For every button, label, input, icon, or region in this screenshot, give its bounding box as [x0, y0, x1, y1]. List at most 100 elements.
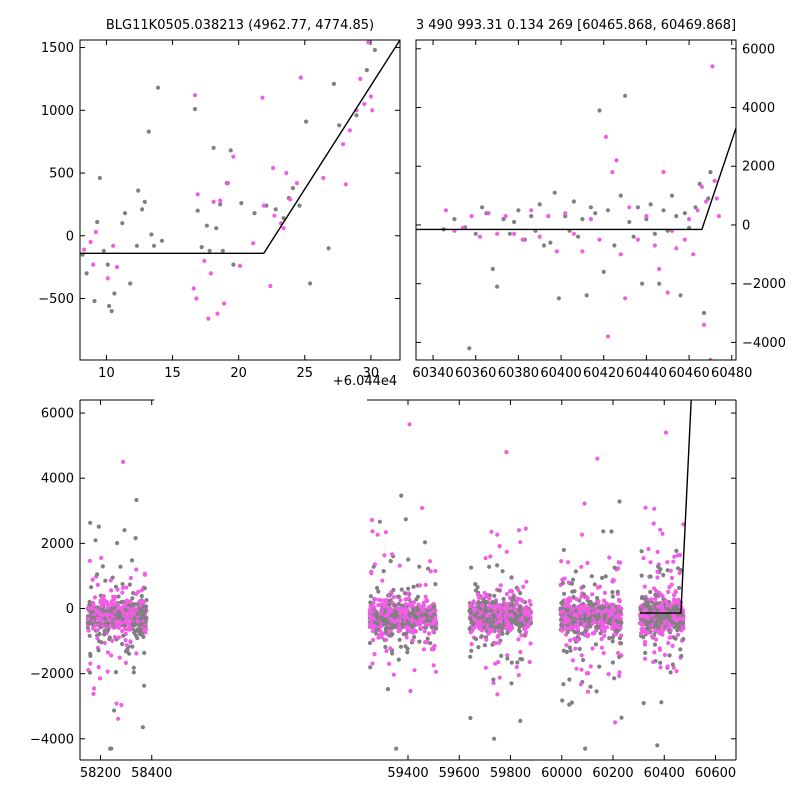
bottom-season-point	[643, 656, 648, 661]
top_right-gray-point	[495, 284, 500, 289]
bottom-season-point	[127, 582, 132, 587]
top_right-gray-point	[556, 296, 562, 301]
bottom-season-point	[428, 559, 433, 564]
bottom-season-point	[643, 629, 648, 635]
bottom-season-point	[646, 621, 651, 626]
bottom-season-point	[618, 626, 623, 631]
bottom-season-point	[406, 596, 411, 601]
bottom-season-point	[101, 624, 106, 629]
bottom-season-point	[658, 665, 663, 670]
bottom-season-point	[487, 564, 492, 569]
bottom-season-point	[398, 644, 403, 649]
bottom-season-point	[583, 616, 588, 621]
top_left-magenta-point	[105, 276, 110, 281]
bottom-season-point	[610, 660, 616, 665]
bottom-season-point	[608, 608, 613, 613]
bottom-season-point	[597, 664, 602, 669]
bottom-season-point	[489, 529, 494, 534]
bottom-season-point	[479, 634, 484, 639]
bottom-season-point	[102, 640, 107, 646]
bottom-x-tick-label: 58200	[80, 766, 121, 781]
top_left-gray-point	[207, 248, 212, 253]
bottom-season-point	[388, 559, 393, 564]
bottom-season-point	[643, 650, 648, 656]
bottom-season-point	[87, 633, 92, 638]
bottom-season-point	[568, 648, 573, 653]
bottom-season-point	[392, 603, 397, 608]
top_left-x-tick-label: 30	[363, 366, 380, 381]
top_left-gray-point	[134, 243, 139, 248]
top_right-magenta-point	[563, 211, 568, 216]
bottom-season-point	[594, 624, 599, 630]
bottom-season-point	[617, 670, 622, 675]
bottom-season-point	[505, 631, 510, 636]
bottom-season-point	[564, 626, 569, 632]
bottom-season-point	[97, 676, 103, 681]
bottom-season-point	[488, 624, 493, 629]
bottom-outlier-point	[595, 456, 600, 461]
bottom-season-point	[681, 637, 686, 642]
top_right-magenta-point	[610, 170, 615, 175]
bottom-season-point	[518, 540, 523, 545]
bottom-season-point	[659, 601, 665, 606]
bottom-season-point	[598, 631, 603, 636]
bottom-season-point	[652, 642, 658, 647]
bottom-season-point	[380, 616, 385, 621]
top_right-magenta-point	[469, 214, 474, 219]
top_right-x-tick-label: 60480	[711, 366, 752, 381]
bottom-season-point	[567, 677, 572, 682]
top_right-gray-point	[706, 196, 711, 201]
top_left-magenta-point	[93, 229, 98, 235]
bottom-season-point	[377, 519, 382, 524]
bottom-season-point	[508, 616, 513, 621]
bottom-season-point	[139, 621, 144, 627]
bottom-season-point	[142, 615, 147, 621]
bottom-season-point	[142, 683, 147, 688]
bottom-season-point	[670, 620, 675, 625]
bottom-outlier-point	[504, 450, 509, 455]
bottom-season-point	[488, 554, 493, 559]
bottom-season-point	[575, 605, 580, 610]
bottom-outlier-point	[663, 430, 669, 435]
top_right-x-tick-label: 60440	[626, 366, 667, 381]
bottom-season-point	[660, 632, 665, 637]
top_left-magenta-point	[215, 311, 220, 316]
bottom-outlier-point	[109, 746, 114, 751]
bottom-season-point	[468, 715, 473, 721]
bottom-x-tick-label: 59600	[439, 766, 480, 781]
bottom-y-tick-label: 6000	[41, 407, 74, 422]
top_right-magenta-point	[695, 208, 700, 213]
top_left-magenta-point	[298, 75, 303, 80]
bottom-season-point	[428, 641, 433, 646]
bottom-season-point	[483, 665, 488, 670]
bottom-season-point	[373, 597, 378, 602]
top_left-magenta-point	[191, 286, 196, 291]
bottom-season-point	[469, 642, 474, 647]
bottom-season-point	[582, 622, 588, 627]
bottom-season-point	[617, 673, 622, 679]
bottom-season-point	[99, 604, 104, 609]
top_right-magenta-point	[657, 266, 662, 272]
top_right-x-tick-label: 60360	[455, 366, 496, 381]
top_left-gray-point	[331, 81, 336, 86]
bottom-season-point	[654, 637, 659, 642]
bottom-season-point	[116, 614, 121, 619]
bottom-season-point	[379, 609, 384, 614]
bottom-season-point	[88, 661, 93, 666]
bottom-y-tick-label: 2000	[41, 537, 74, 552]
bottom-season-point	[594, 608, 599, 613]
bottom-season-point	[492, 593, 497, 598]
bottom-season-point	[100, 608, 105, 613]
bottom-season-point	[409, 623, 414, 628]
top_right-magenta-point	[652, 243, 658, 248]
bottom-season-point	[424, 609, 429, 614]
bottom-season-point	[385, 687, 390, 692]
bottom-season-point	[618, 609, 623, 614]
bottom-season-point	[574, 597, 579, 602]
bottom-season-point	[476, 645, 481, 650]
bottom-season-point	[372, 652, 377, 657]
bottom-season-point	[643, 505, 648, 510]
top_left-x-tick-label: 10	[98, 366, 115, 381]
bottom-season-point	[467, 626, 472, 631]
top_right-gray-point	[601, 269, 606, 274]
